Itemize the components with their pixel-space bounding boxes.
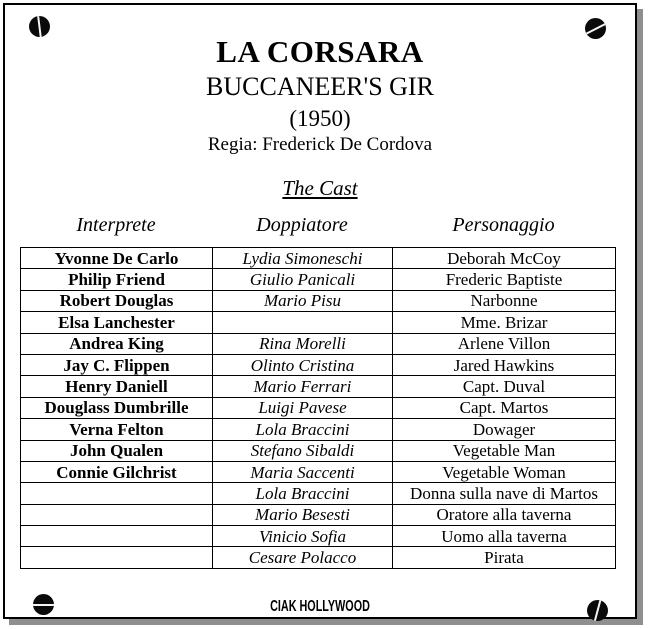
voice-actor-cell: Stefano Sibaldi [212,439,393,462]
screw-slot [33,603,54,606]
cast-heading-text: The Cast [282,176,358,200]
film-year: (1950) [289,106,351,131]
character-cell: Donna sulla nave di Martos [392,482,616,505]
voice-actor-cell: Lydia Simoneschi [212,246,393,270]
actor-cell: Andrea King [20,332,213,355]
cast-table-row: Andrea King Rina Morelli Arlene Villon [20,332,616,355]
screw-slot [593,600,602,621]
director-credit: Regia: Frederick De Cordova [207,134,433,155]
screw-icon-top-right [585,18,606,39]
cast-table-row: Robert Douglas Mario Pisu Narbonne [20,289,616,313]
voice-actor-cell: Giulio Panicali [212,268,393,291]
character-cell: Jared Hawkins [392,353,616,377]
voice-actor-cell: Mario Besesti [212,503,393,527]
voice-actor-cell: Mario Ferrari [212,375,393,398]
column-header-doppiatore: Doppiatore [256,214,348,236]
actor-cell: Robert Douglas [20,289,213,313]
ciak-hollywood-logo: CIAK HOLLYWOOD [270,597,370,616]
voice-actor-cell: Vinicio Sofia [212,525,393,548]
screw-slot [585,22,606,35]
cast-table-row: Jay C. Flippen Olinto Cristina Jared Hawki… [20,353,616,377]
voice-actor-cell: Luigi Pavese [212,396,393,420]
cast-section-heading: The Cast [5,178,635,199]
actor-cell [20,482,213,505]
actor-cell: Verna Felton [20,418,213,441]
character-cell: Capt. Duval [392,375,616,398]
cast-table-row: Cesare Polacco Pirata [20,546,616,569]
screw-icon-top-left [29,16,50,37]
voice-actor-cell: Rina Morelli [212,332,393,355]
cast-table-row: John Qualen Stefano Sibaldi Vegetable Man [20,439,616,462]
cast-table: Yvonne De Carlo Lydia Simoneschi Deborah M… [20,246,616,569]
cast-table-row: Connie Gilchrist Maria Saccenti Vegetable … [20,460,616,484]
cast-table-row: Verna Felton Lola Braccini Dowager [20,418,616,441]
voice-actor-cell: Olinto Cristina [212,353,393,377]
character-cell: Capt. Martos [392,396,616,420]
actor-cell [20,525,213,548]
actor-cell [20,546,213,569]
cast-table-row: Douglass Dumbrille Luigi Pavese Capt. Mart… [20,396,616,420]
voice-actor-cell: Cesare Polacco [212,546,393,569]
character-cell: Dowager [392,418,616,441]
actor-cell: Yvonne De Carlo [20,246,213,270]
actor-cell: Douglass Dumbrille [20,396,213,420]
actor-cell: Jay C. Flippen [20,353,213,377]
table-column-headers: Interprete Doppiatore Personaggio [20,215,615,235]
actor-cell: John Qualen [20,439,213,462]
title-block: LA CORSARA BUCCANEER'S GIR (1950) Regia:… [5,36,635,154]
screw-slot [37,16,42,37]
voice-actor-cell [212,311,393,334]
character-cell: Pirata [392,546,616,569]
character-cell: Arlene Villon [392,332,616,355]
film-title-italian: LA CORSARA [216,34,424,69]
cast-table-row: Mario Besesti Oratore alla taverna [20,503,616,527]
voice-actor-cell: Lola Braccini [212,418,393,441]
character-cell: Mme. Brizar [392,311,616,334]
cast-table-row: Lola Braccini Donna sulla nave di Martos [20,482,616,505]
actor-cell [20,503,213,527]
actor-cell: Henry Daniell [20,375,213,398]
cast-table-row: Vinicio Sofia Uomo alla taverna [20,525,616,548]
film-title-original: BUCCANEER'S GIR [206,72,434,101]
character-cell: Vegetable Man [392,439,616,462]
cast-credits-card: LA CORSARA BUCCANEER'S GIR (1950) Regia:… [3,3,637,621]
actor-cell: Philip Friend [20,268,213,291]
character-cell: Narbonne [392,289,616,313]
column-header-personaggio: Personaggio [452,214,555,236]
cast-table-row: Yvonne De Carlo Lydia Simoneschi Deborah M… [20,246,616,270]
cast-table-row: Elsa Lanchester Mme. Brizar [20,311,616,334]
character-cell: Uomo alla taverna [392,525,616,548]
voice-actor-cell: Lola Braccini [212,482,393,505]
screw-icon-bottom-right [587,600,608,621]
character-cell: Vegetable Woman [392,460,616,484]
voice-actor-cell: Maria Saccenti [212,460,393,484]
character-cell: Frederic Baptiste [392,268,616,291]
column-header-interprete: Interprete [76,214,156,236]
character-cell: Deborah McCoy [392,246,616,270]
cast-table-row: Philip Friend Giulio Panicali Frederic Bap… [20,268,616,291]
voice-actor-cell: Mario Pisu [212,289,393,313]
actor-cell: Connie Gilchrist [20,460,213,484]
actor-cell: Elsa Lanchester [20,311,213,334]
screw-icon-bottom-left [33,594,54,615]
cast-table-row: Henry Daniell Mario Ferrari Capt. Duval [20,375,616,398]
character-cell: Oratore alla taverna [392,503,616,527]
